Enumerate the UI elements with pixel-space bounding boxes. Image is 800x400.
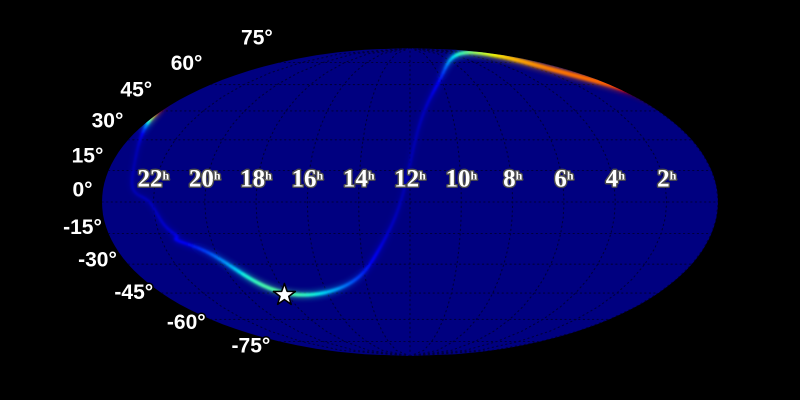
svg-text:0°: 0° [72,178,92,201]
svg-text:-30°: -30° [78,248,117,271]
svg-text:60°: 60° [171,52,203,75]
svg-text:-45°: -45° [114,281,153,304]
svg-text:75°: 75° [241,27,273,50]
svg-text:30°: 30° [92,110,124,133]
svg-text:-15°: -15° [63,216,102,239]
svg-text:45°: 45° [120,78,152,101]
svg-text:-75°: -75° [232,335,271,358]
svg-text:-60°: -60° [167,311,206,334]
svg-text:15°: 15° [72,145,104,168]
